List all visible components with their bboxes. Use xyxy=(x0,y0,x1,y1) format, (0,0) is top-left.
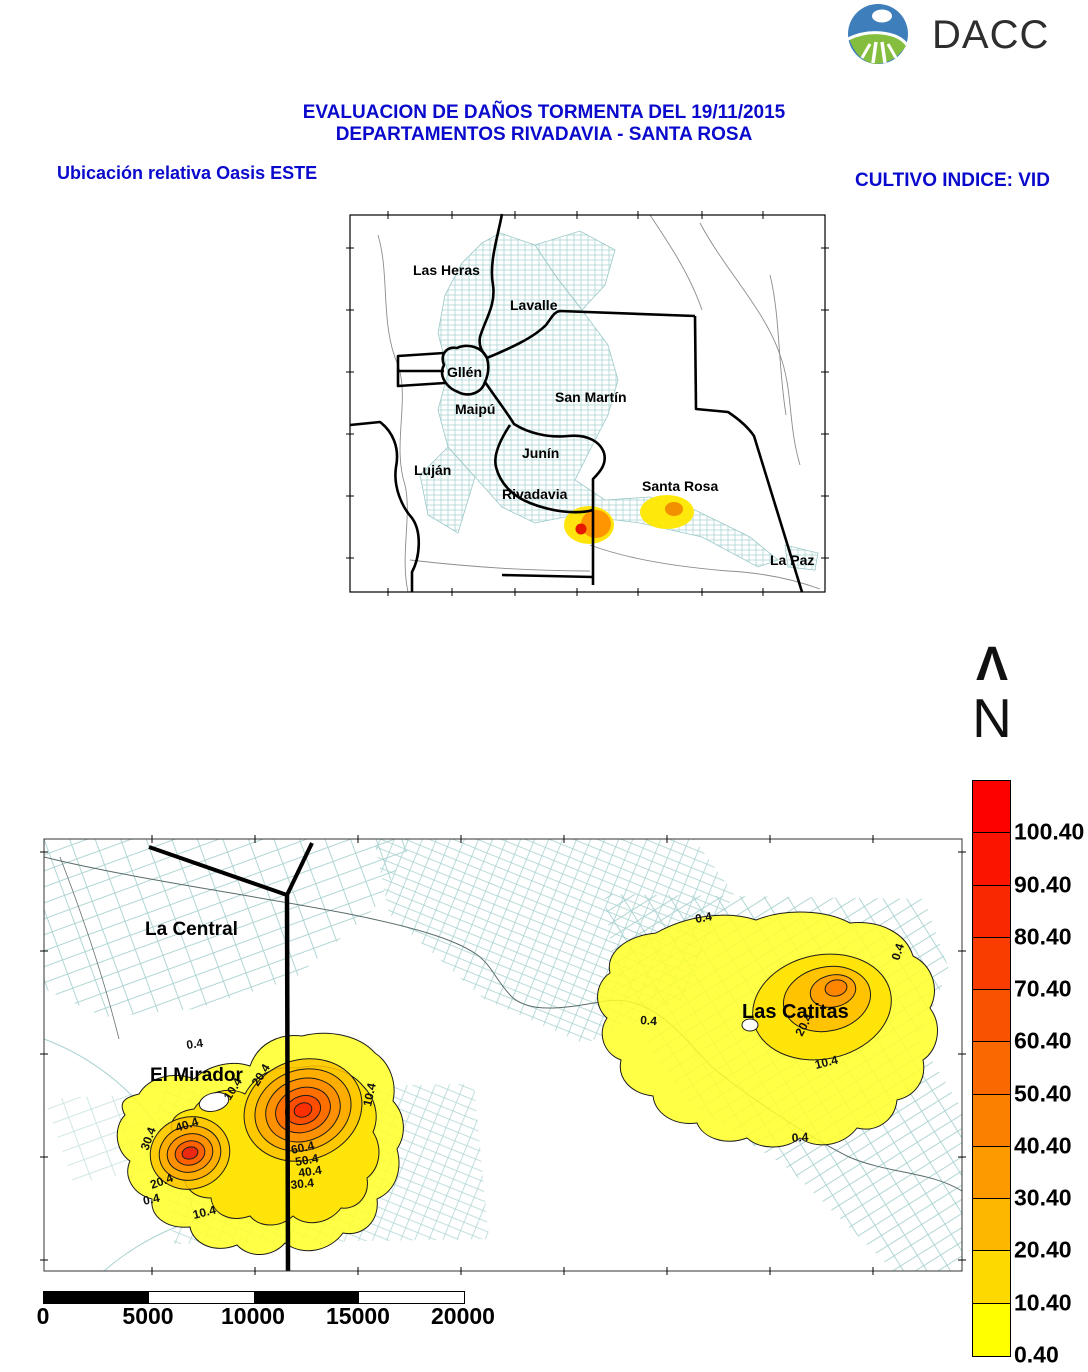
label-santa-rosa: Santa Rosa xyxy=(642,478,718,494)
page-title: EVALUACION DE DAÑOS TORMENTA DEL 19/11/2… xyxy=(144,102,944,146)
legend-value: 30.40 xyxy=(1014,1184,1072,1211)
label-la-paz: La Paz xyxy=(770,552,814,568)
detail-map-ticks xyxy=(40,835,966,1275)
contour-label: 0.4 xyxy=(142,1191,162,1208)
scalebar-segment xyxy=(359,1292,464,1303)
overview-map-ticks xyxy=(346,211,829,596)
legend-bar xyxy=(972,780,1011,1357)
contour-label: 30.4 xyxy=(290,1176,315,1192)
legend-value: 20.40 xyxy=(1014,1236,1072,1263)
overview-map-canvas: Las Heras Lavalle Gllén Maipú San Martín… xyxy=(346,211,829,596)
el-mirador-contours xyxy=(116,1032,404,1255)
legend-value: 50.40 xyxy=(1014,1080,1072,1107)
contour-label: 0.4 xyxy=(185,1036,204,1052)
main-roads xyxy=(148,842,314,1272)
legend-value: 80.40 xyxy=(1014,923,1072,950)
contour-label: 10.4 xyxy=(813,1053,839,1072)
crop-index-label: CULTIVO INDICE: VID xyxy=(855,170,1050,191)
detail-map-frame xyxy=(43,838,963,1272)
legend-segment xyxy=(973,1042,1010,1095)
legend-segment xyxy=(973,1251,1010,1304)
overview-map-frame xyxy=(349,214,826,593)
scalebar-value: 20000 xyxy=(431,1303,495,1329)
legend-segment xyxy=(973,937,1010,991)
scalebar-value: 0 xyxy=(36,1303,50,1329)
label-maipu: Maipú xyxy=(455,401,495,417)
contour-label: 50.4 xyxy=(294,1151,320,1169)
legend-segment xyxy=(973,885,1010,938)
scalebar-labels: 0 5000 10000 15000 20000 xyxy=(37,1303,513,1333)
legend-segment xyxy=(973,1146,1010,1200)
contour-label: 0.4 xyxy=(889,941,908,962)
legend-segment xyxy=(973,1303,1010,1356)
river-line xyxy=(43,856,963,1192)
north-indicator: Λ N xyxy=(958,638,1026,749)
label-rivadavia: Rivadavia xyxy=(502,486,568,502)
legend-segment xyxy=(973,781,1010,834)
legend-value: 10.40 xyxy=(1014,1289,1072,1316)
label-lujan: Luján xyxy=(414,462,451,478)
dacc-logo: DACC xyxy=(842,2,1082,66)
detail-map-canvas: 0.4 10.4 20.4 10.4 60.4 50.4 40.4 30.4 3… xyxy=(40,835,966,1275)
label-junin: Junín xyxy=(522,445,559,461)
label-gllen: Gllén xyxy=(447,364,482,380)
contour-label: 10.4 xyxy=(360,1082,379,1108)
scalebar-segment xyxy=(149,1292,254,1303)
contour-label: 60.4 xyxy=(290,1138,316,1157)
scalebar-value: 10000 xyxy=(221,1303,285,1329)
label-las-catitas: Las Catitas xyxy=(742,1001,849,1023)
legend-labels: 100.40 90.40 80.40 70.40 60.40 50.40 40.40 30.4… xyxy=(1014,780,1088,1368)
detail-place-labels: La Central El Mirador Las Catitas xyxy=(145,919,849,1086)
overview-minor-boundaries xyxy=(377,214,821,593)
legend-segment xyxy=(973,1199,1010,1252)
overview-map: Las Heras Lavalle Gllén Maipú San Martín… xyxy=(346,211,829,596)
north-arrow-icon: Λ xyxy=(975,638,1008,691)
legend-segment xyxy=(973,1094,1010,1147)
label-el-mirador: El Mirador xyxy=(150,1065,244,1086)
contour-label: 0.4 xyxy=(694,909,713,926)
subtitle-location: Ubicación relativa Oasis ESTE xyxy=(57,163,318,183)
legend-segment xyxy=(973,833,1010,886)
legend-value: 90.40 xyxy=(1014,871,1072,898)
label-las-heras: Las Heras xyxy=(413,262,480,278)
contour-label: 40.4 xyxy=(174,1114,201,1135)
legend-value: 0.40 xyxy=(1014,1341,1059,1368)
logo-text: DACC xyxy=(932,13,1049,57)
contour-label: 40.4 xyxy=(297,1163,322,1180)
overview-department-labels: Las Heras Lavalle Gllén Maipú San Martín… xyxy=(413,262,814,568)
logo-sun-icon xyxy=(872,9,892,23)
scalebar-segment xyxy=(44,1292,149,1303)
title-line-2: DEPARTAMENTOS RIVADAVIA - SANTA ROSA xyxy=(335,124,753,145)
legend-value: 40.40 xyxy=(1014,1132,1072,1159)
scalebar-segment xyxy=(254,1292,359,1303)
label-lavalle: Lavalle xyxy=(510,297,558,313)
dacc-logo-graphic: DACC xyxy=(847,4,1049,65)
scalebar-value: 5000 xyxy=(122,1303,174,1329)
contour-label: 10.4 xyxy=(191,1203,217,1222)
title-line-1: EVALUACION DE DAÑOS TORMENTA DEL 19/11/2… xyxy=(302,102,786,123)
overview-damage-spots xyxy=(564,495,694,544)
detail-map: 0.4 10.4 20.4 10.4 60.4 50.4 40.4 30.4 3… xyxy=(40,835,966,1275)
scalebar-value: 15000 xyxy=(326,1303,390,1329)
las-catitas-contours xyxy=(597,911,938,1148)
legend-value: 100.40 xyxy=(1014,818,1085,845)
legend-segment xyxy=(973,990,1010,1043)
contour-label: 0.4 xyxy=(791,1130,809,1145)
legend-value: 70.40 xyxy=(1014,975,1072,1002)
legend-value: 60.40 xyxy=(1014,1027,1072,1054)
north-letter: N xyxy=(972,687,1012,749)
contour-label: 0.4 xyxy=(640,1013,658,1028)
overview-department-boundaries xyxy=(349,213,804,593)
scalebar-bar xyxy=(43,1291,465,1304)
label-san-martin: San Martín xyxy=(555,389,627,405)
label-la-central: La Central xyxy=(145,919,238,940)
